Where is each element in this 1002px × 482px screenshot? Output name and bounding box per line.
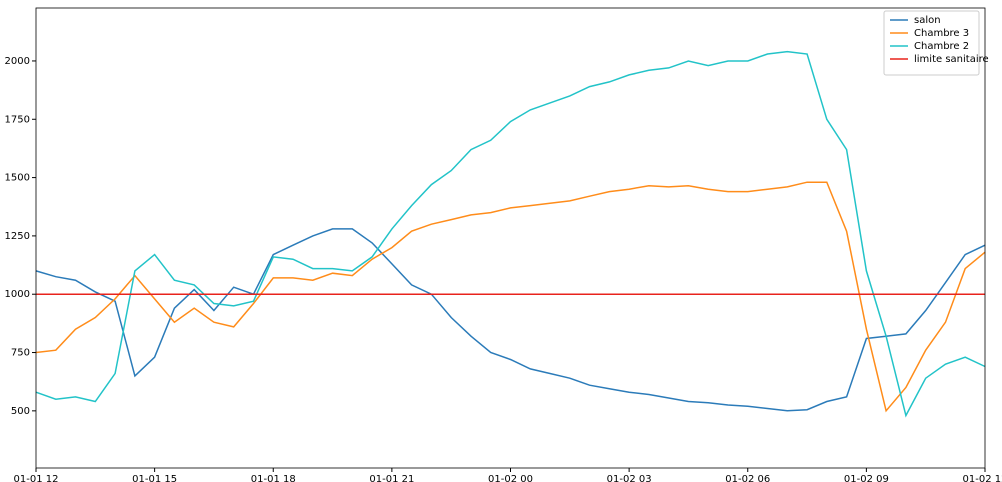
- legend-label: Chambre 3: [914, 28, 969, 39]
- x-tick-label: 01-02 12: [963, 474, 1002, 482]
- legend-label: limite sanitaire: [914, 54, 989, 65]
- y-tick-label: 1500: [5, 173, 30, 184]
- plot-frame: [35, 7, 986, 469]
- x-tick-label: 01-01 18: [251, 474, 296, 482]
- y-tick-label: 1250: [5, 231, 30, 242]
- y-tick-label: 750: [11, 348, 30, 359]
- y-tick-label: 1000: [5, 289, 30, 300]
- y-tick-label: 2000: [5, 56, 30, 67]
- x-tick-label: 01-02 06: [725, 474, 770, 482]
- x-tick-label: 01-01 15: [132, 474, 177, 482]
- y-tick-label: 1750: [5, 114, 30, 125]
- x-tick-label: 01-01 12: [14, 474, 59, 482]
- line: [35, 50, 986, 418]
- x-tick-label: 01-01 21: [369, 474, 414, 482]
- line: [35, 228, 986, 412]
- legend-label: salon: [914, 15, 941, 26]
- legend-label: Chambre 2: [914, 41, 969, 52]
- line: [35, 181, 986, 413]
- x-tick-label: 01-02 09: [844, 474, 889, 482]
- y-tick-label: 500: [11, 406, 30, 417]
- x-tick-label: 01-02 00: [488, 474, 533, 482]
- x-tick-label: 01-02 03: [607, 474, 652, 482]
